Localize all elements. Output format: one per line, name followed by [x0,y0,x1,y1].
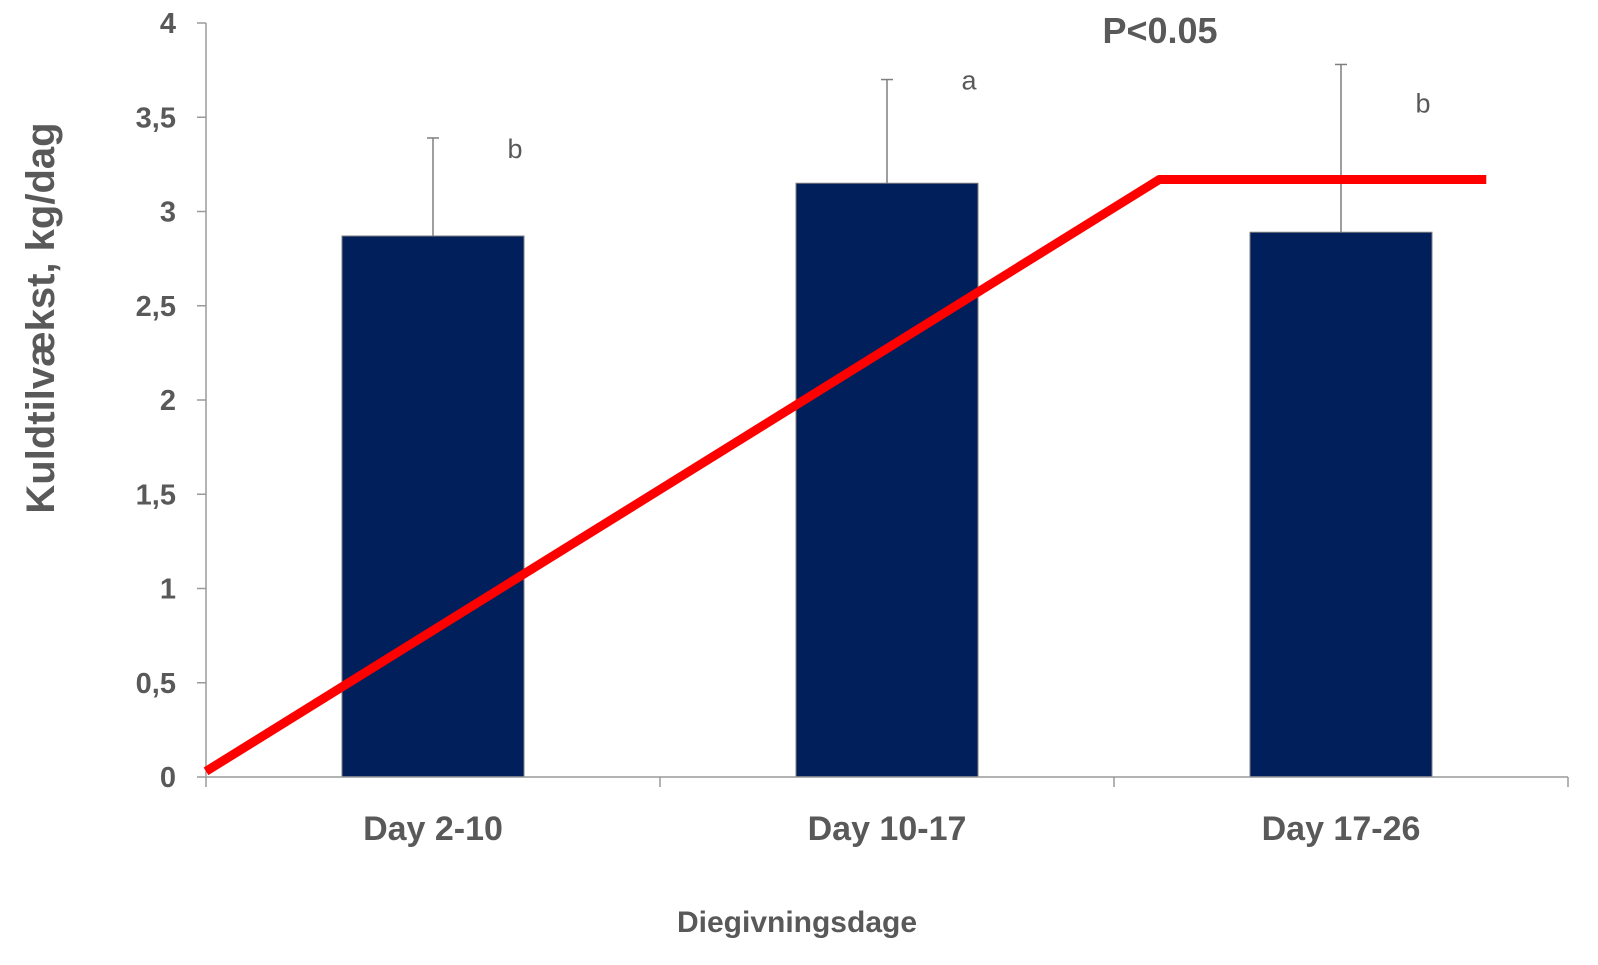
axes-layer [197,22,1569,787]
significance-letter: b [507,134,522,164]
overlay-trend-line [203,174,1487,776]
bar [795,182,979,778]
x-axis-title: Diegivningsdage [677,906,917,939]
x-tick-label: Day 2-10 [363,810,503,848]
y-tick-label: 0,5 [136,668,176,700]
y-tick-label: 2 [160,385,176,417]
error-bars-layer [427,63,1347,237]
significance-letter: b [1415,88,1430,118]
y-axis-title: Kuldtilvækst, kg/dag [19,122,63,513]
significance-letter: a [961,66,977,96]
y-tick-label: 2,5 [136,291,176,323]
y-tick-label: 4 [160,8,176,40]
x-tick-label: Day 10-17 [808,810,967,848]
significance-annotation: P<0.05 [1102,10,1217,51]
overlay-line-layer [203,174,1487,776]
y-tick-label: 3 [160,197,176,229]
y-tick-label: 0 [160,762,176,794]
bars-layer [341,182,1433,778]
bar [341,235,525,778]
bar [1249,231,1433,778]
y-tick-label: 1 [160,574,176,606]
y-tick-label: 3,5 [136,102,176,134]
y-tick-label: 1,5 [136,479,176,511]
x-tick-label: Day 17-26 [1262,810,1421,848]
labels-layer: Kuldtilvækst, kg/dag Diegivningsdage P<0… [19,8,1431,939]
